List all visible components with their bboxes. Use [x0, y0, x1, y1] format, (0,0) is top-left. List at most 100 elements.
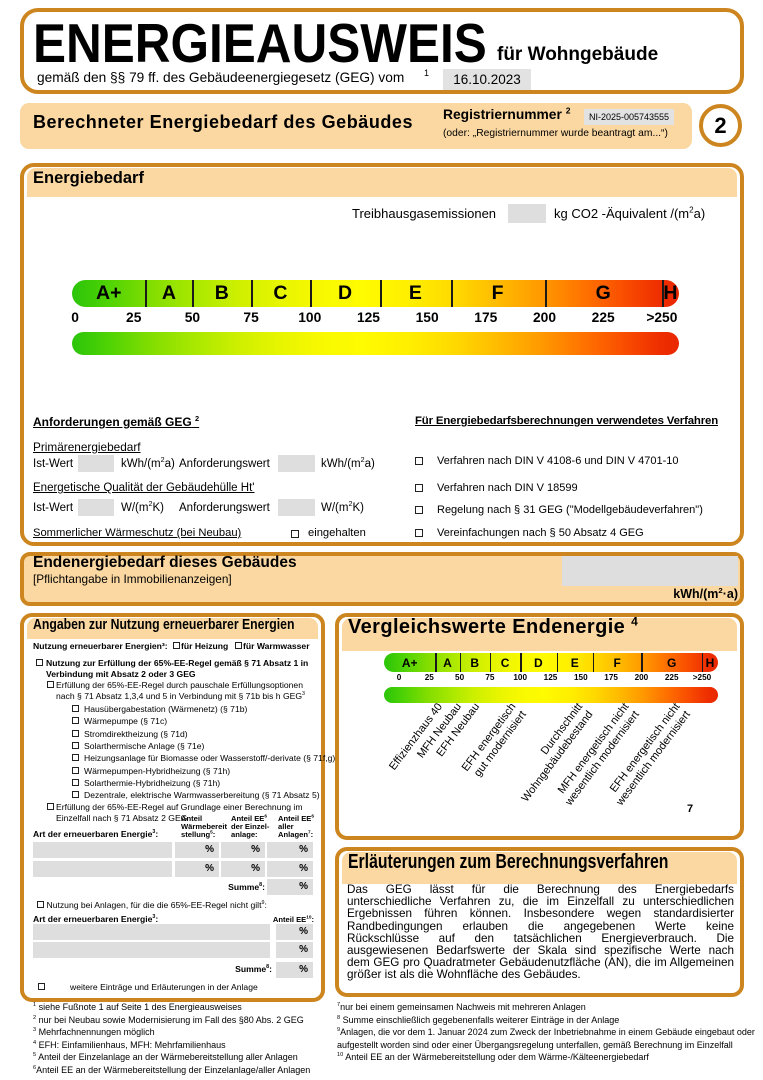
- huelle-value-row: Ist-Wert W/(m2K) Anforderungswert W/(m2K…: [33, 499, 408, 519]
- ee-option-checkbox[interactable]: [72, 754, 79, 762]
- endenergie-title: Endenergiebedarf dieses Gebäudes: [33, 554, 297, 571]
- usage-option-label: für Warmwasser: [243, 641, 310, 651]
- scale-tick-225: 225: [591, 310, 615, 325]
- comparison-scale: A+ A B C D E F G H 0 25 50 75 100 125 150 175 200 225 >250: [384, 653, 718, 705]
- superscript-marker: 6: [33, 1064, 37, 1071]
- registry-label-text: Registriernummer: [443, 107, 562, 122]
- percent-field[interactable]: %: [175, 861, 219, 877]
- law-footnote-marker: 1: [424, 68, 430, 78]
- verfahren-checkbox[interactable]: [415, 484, 423, 492]
- footnote: 7nur bei einem gemeinsamen Nachweis mit …: [337, 1002, 586, 1012]
- rule-checkbox[interactable]: [36, 659, 43, 666]
- primaer-value-row: Ist-Wert kWh/(m2a) Anforderungswert kWh/…: [33, 455, 408, 475]
- ee-option-checkbox[interactable]: [72, 791, 79, 799]
- anforderungen-heading: Anforderungen gemäß GEG 2: [33, 415, 408, 429]
- table1-col-header-line: der Einzel-: [231, 822, 270, 832]
- ee-option-label: Wärmepumpe (§ 71c): [84, 716, 168, 727]
- superscript-marker: 3: [152, 914, 156, 921]
- percent-field[interactable]: %: [276, 924, 313, 940]
- scale-tick-50: 50: [455, 673, 465, 682]
- scale-divider: [661, 280, 664, 307]
- ee-option-checkbox[interactable]: [72, 729, 79, 737]
- superscript-marker: 1: [33, 1002, 37, 1008]
- percent-field[interactable]: %: [267, 879, 313, 895]
- superscript-marker: 5: [210, 829, 213, 835]
- percent-field[interactable]: %: [267, 842, 313, 858]
- scale-tick-175: 175: [604, 673, 618, 682]
- ee-option-checkbox[interactable]: [72, 778, 79, 786]
- rule-check-einzelfall: Erfüllung der 65%-EE-Regel auf Grundlage…: [47, 802, 307, 823]
- scale-tick-125: 125: [543, 673, 558, 682]
- verfahren-checkbox[interactable]: [415, 506, 423, 514]
- huelle-ist-field[interactable]: [78, 499, 114, 516]
- vergleichswerte-title-text: Vergleichswerte Endenergie: [348, 616, 626, 638]
- energy-scale-ticks: 0 25 50 75 100 125 150 175 200 225 >250: [71, 310, 679, 328]
- endenergie-value-field[interactable]: [562, 556, 738, 586]
- percent-field[interactable]: %: [221, 861, 265, 877]
- emissions-value-field[interactable]: [508, 204, 546, 223]
- check-label: Nutzung bei Anlagen, für die die 65%-EE-…: [46, 900, 267, 910]
- scale-tick-150: 150: [573, 673, 588, 682]
- verfahren-item: Verfahren nach DIN V 4108-6 und DIN V 47…: [415, 455, 679, 467]
- huelle-anforderung-field[interactable]: [278, 499, 315, 516]
- ee-option-label: Solarthermische Anlage (§ 71e): [84, 740, 205, 751]
- scale-divider: [702, 653, 704, 672]
- ee-option-checkbox[interactable]: [72, 766, 79, 774]
- table1-col-header-line: Wärmebereit: [181, 822, 228, 832]
- verfahren-checkbox[interactable]: [415, 529, 423, 537]
- scale-letter-C: C: [273, 282, 288, 304]
- emissions-label: Treibhausgasemissionen: [352, 206, 497, 221]
- page-section-title: Berechneter Energiebedarf des Gebäudes: [33, 112, 414, 132]
- energy-type-field[interactable]: [33, 924, 270, 940]
- ee-option-checkbox[interactable]: [72, 705, 79, 712]
- eingehalten-label: eingehalten: [308, 527, 366, 539]
- erneuerbare-section: Angaben zur Nutzung erneuerbarer Energie…: [20, 613, 335, 1002]
- document-subtitle: für Wohngebäude: [497, 44, 659, 65]
- endenergie-unit: kWh/(m2·a): [673, 585, 738, 601]
- scale-tick-25: 25: [126, 310, 142, 325]
- anforderungen-heading-footnote: 2: [195, 414, 200, 423]
- rule-checkbox[interactable]: [47, 803, 54, 810]
- ee-option-checkbox[interactable]: [72, 717, 79, 725]
- rule-checkbox[interactable]: [47, 681, 54, 688]
- scale-letter-A: A: [443, 655, 452, 670]
- scale-letter-A+: A+: [95, 282, 122, 304]
- primaer-anforderung-field[interactable]: [278, 455, 315, 472]
- superscript-marker: 6: [264, 813, 267, 819]
- law-reference: gemäß den §§ 79 ff. des Gebäudeenergiege…: [37, 70, 405, 85]
- superscript-marker: 3: [33, 1027, 37, 1033]
- energy-type-field[interactable]: [33, 861, 172, 877]
- superscript-marker: 10: [337, 1052, 344, 1058]
- verfahren-checkbox[interactable]: [415, 457, 423, 465]
- scale-divider: [192, 280, 195, 307]
- superscript-marker: 7: [337, 1002, 341, 1008]
- vergleichswerte-title: Vergleichswerte Endenergie 4: [348, 615, 638, 639]
- superscript-marker: 2: [689, 205, 694, 215]
- primaer-ist-field[interactable]: [78, 455, 114, 472]
- usage-checkbox-für-Heizung[interactable]: [173, 642, 180, 649]
- percent-field[interactable]: %: [221, 842, 265, 858]
- percent-field[interactable]: %: [276, 942, 313, 958]
- scale-letter-A: A: [161, 282, 176, 304]
- endenergie-subtitle: [Pflichtangabe in Immobilienanzeigen]: [33, 572, 232, 586]
- page-number-badge: 2: [699, 104, 742, 147]
- percent-field[interactable]: %: [175, 842, 219, 858]
- usage-checkbox-für-Warmwasser[interactable]: [235, 642, 242, 649]
- percent-field[interactable]: %: [276, 962, 313, 978]
- energy-type-field[interactable]: [33, 942, 270, 958]
- energy-type-field[interactable]: [33, 842, 172, 858]
- scale-tick-125: 125: [356, 310, 380, 325]
- eingehalten-checkbox[interactable]: [291, 530, 299, 538]
- energy-scale: A+ A B C D E F G H 0 25 50 75 100 125 150 175 200 225 >250: [71, 280, 679, 356]
- footnotes-right: 7nur bei einem gemeinsamen Nachweis mit …: [337, 1001, 761, 1064]
- rule-checkbox[interactable]: [38, 983, 45, 990]
- ee-option: Solarthermie-Hybridheizung (§ 71h): [72, 778, 220, 789]
- rule-checkbox[interactable]: [37, 901, 44, 908]
- ee-option-checkbox[interactable]: [72, 741, 79, 749]
- primaerenergie-label: Primärenergiebedarf: [33, 440, 141, 454]
- percent-field[interactable]: %: [267, 861, 313, 877]
- table1-col-header-3: Anteil EE6 aller Anlagen7:: [278, 814, 314, 840]
- check-label: Nutzung zur Erfüllung der 65%-EE-Regel g…: [46, 658, 309, 679]
- scale-tick-100: 100: [298, 310, 322, 325]
- verfahren-label: Regelung nach § 31 GEG ("Modellgebäudeve…: [437, 504, 703, 516]
